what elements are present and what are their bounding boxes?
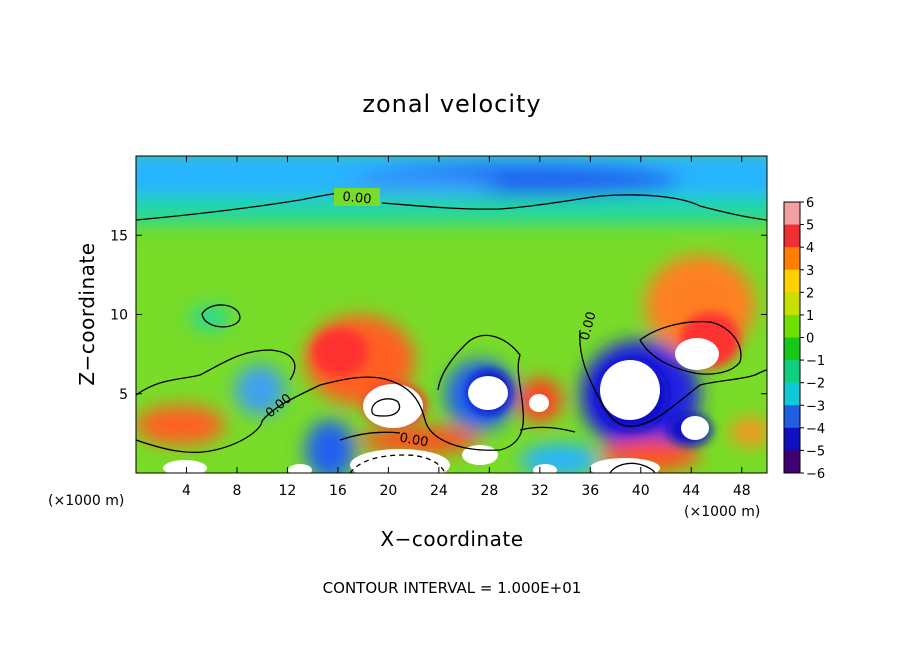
x-tick-label: 12 xyxy=(279,483,297,499)
colorbar-tick-label: 3 xyxy=(806,264,814,279)
colorbar-swatch xyxy=(784,202,800,226)
x-unit-left: (×1000 m) xyxy=(48,493,124,509)
x-tick-label: 40 xyxy=(632,483,650,499)
x-tick-label: 4 xyxy=(182,483,191,499)
colorbar-tick-label: −4 xyxy=(806,422,825,437)
colorbar-swatch xyxy=(784,224,800,248)
contour-labels: 0.00 0.00 0.00 0.00 xyxy=(263,188,600,450)
colorbar-tick-label: −5 xyxy=(806,444,825,459)
colorbar-swatch xyxy=(784,314,800,338)
y-tick-label: 10 xyxy=(110,308,128,324)
saturated-zones xyxy=(163,338,719,473)
x-tick-label: 16 xyxy=(329,483,347,499)
zero-contour-label: 0.00 xyxy=(578,310,600,342)
colorbar-tick-label: 6 xyxy=(806,196,814,211)
y-axis-ticks: 5 10 15 xyxy=(110,228,767,403)
heatmap-field xyxy=(136,156,767,473)
chart-title: zonal velocity xyxy=(362,90,541,118)
y-axis-label: Z−coordinate xyxy=(75,242,99,385)
y-tick-label: 5 xyxy=(119,387,128,403)
x-tick-label: 20 xyxy=(379,483,397,499)
colorbar-swatch xyxy=(784,382,800,406)
colorbar-tick-label: 0 xyxy=(806,332,814,347)
x-tick-label: 44 xyxy=(682,483,700,499)
colorbar-swatch xyxy=(784,269,800,293)
colorbar-tick-label: −3 xyxy=(806,399,825,414)
colorbar-tick-label: 2 xyxy=(806,286,814,301)
colorbar-tick-label: 4 xyxy=(806,241,814,256)
colorbar-tick-label: 5 xyxy=(806,219,814,234)
x-tick-label: 36 xyxy=(581,483,599,499)
x-tick-label: 32 xyxy=(531,483,549,499)
colorbar-swatch xyxy=(784,360,800,384)
colorbar-tick-label: 1 xyxy=(806,309,814,324)
colorbar-swatch xyxy=(784,405,800,429)
colorbar-swatch xyxy=(784,292,800,316)
x-tick-label: 28 xyxy=(480,483,498,499)
contour-lines xyxy=(136,191,767,473)
colorbar-swatch xyxy=(784,247,800,271)
colorbar-swatch xyxy=(784,337,800,361)
colorbar: 6 5 4 3 2 1 0 −1 −2 −3 −4 −5 −6 xyxy=(783,196,825,482)
x-tick-label: 8 xyxy=(232,483,241,499)
x-tick-label: 24 xyxy=(430,483,448,499)
contour-interval-note: CONTOUR INTERVAL = 1.000E+01 xyxy=(323,579,582,597)
colorbar-swatch xyxy=(784,450,800,474)
colorbar-tick-label: −1 xyxy=(806,354,825,369)
colorbar-tick-label: −2 xyxy=(806,377,825,392)
x-tick-label: 48 xyxy=(733,483,751,499)
colorbar-tick-label: −6 xyxy=(806,467,825,482)
zero-contour-label: 0.00 xyxy=(342,190,372,208)
colorbar-swatch xyxy=(784,427,800,451)
x-axis-ticks: 4 8 12 16 20 24 28 32 36 40 44 48 xyxy=(182,156,751,499)
y-tick-label: 15 xyxy=(110,228,128,244)
x-unit-right: (×1000 m) xyxy=(684,504,760,520)
x-axis-label: X−coordinate xyxy=(380,527,523,551)
zero-contour-label: 0.00 xyxy=(398,431,429,451)
